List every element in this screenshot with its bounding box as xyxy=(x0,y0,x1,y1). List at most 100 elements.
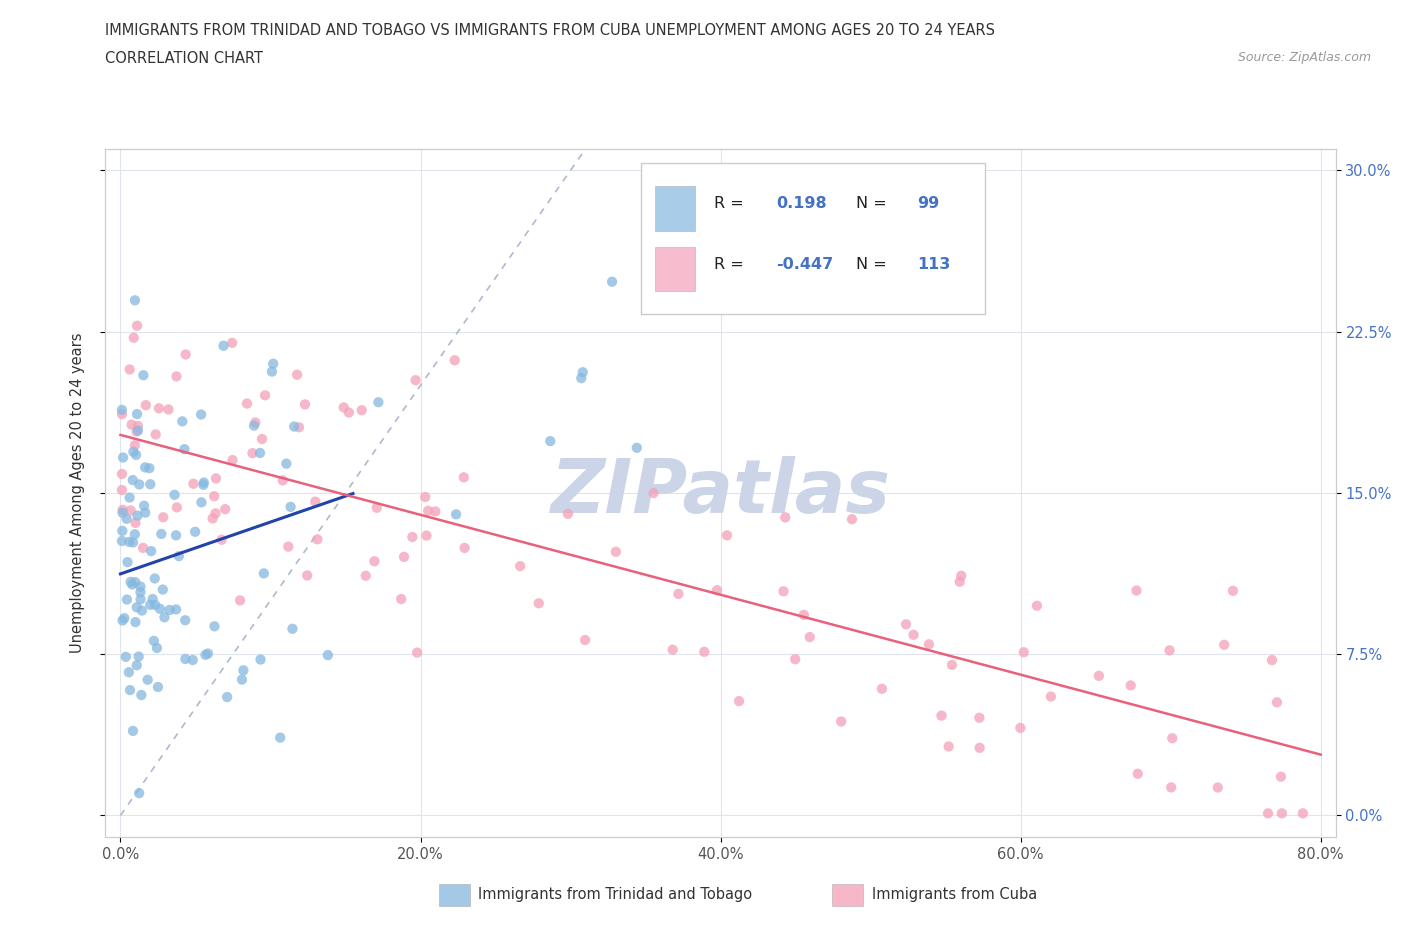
Point xyxy=(125,406,148,421)
Point xyxy=(260,365,283,379)
Point xyxy=(204,618,226,633)
Text: 113: 113 xyxy=(918,257,950,272)
Point xyxy=(276,457,298,472)
Point xyxy=(167,549,190,564)
Point xyxy=(250,432,273,446)
Point xyxy=(132,540,155,555)
Point xyxy=(337,405,360,420)
Point xyxy=(316,647,339,662)
Point xyxy=(418,503,440,518)
Point xyxy=(174,613,197,628)
Point xyxy=(193,477,215,492)
Point xyxy=(111,534,134,549)
Point xyxy=(350,403,373,418)
Point xyxy=(444,507,467,522)
Point xyxy=(127,318,149,333)
Point xyxy=(125,447,148,462)
Point xyxy=(139,597,162,612)
FancyBboxPatch shape xyxy=(641,163,986,314)
Point xyxy=(127,418,149,433)
Point xyxy=(134,460,156,475)
Text: ZIPatlas: ZIPatlas xyxy=(551,457,890,529)
Point xyxy=(605,544,627,559)
Point xyxy=(903,628,925,643)
Point xyxy=(163,487,186,502)
Point xyxy=(285,367,308,382)
Point xyxy=(1292,806,1315,821)
Point xyxy=(211,532,233,547)
Point xyxy=(1213,637,1236,652)
Point xyxy=(443,352,465,367)
Point xyxy=(122,445,145,459)
Point xyxy=(118,535,141,550)
Point xyxy=(122,535,145,550)
Point xyxy=(190,495,212,510)
Point xyxy=(143,597,166,612)
Point xyxy=(120,575,142,590)
Point xyxy=(111,483,134,498)
Point xyxy=(405,373,427,388)
Point xyxy=(124,526,146,541)
Point xyxy=(1271,806,1294,821)
Point xyxy=(205,471,228,485)
Point xyxy=(134,505,156,520)
Point xyxy=(249,445,271,460)
Text: Source: ZipAtlas.com: Source: ZipAtlas.com xyxy=(1237,51,1371,64)
Point xyxy=(115,592,138,607)
Point xyxy=(124,575,146,590)
Point xyxy=(121,418,143,432)
Point xyxy=(281,621,304,636)
Point xyxy=(128,649,150,664)
Point xyxy=(118,683,141,698)
Point xyxy=(938,739,960,754)
Point xyxy=(146,680,169,695)
Point xyxy=(149,602,172,617)
Point xyxy=(148,401,170,416)
Point xyxy=(1126,766,1149,781)
Point xyxy=(1039,689,1062,704)
Point xyxy=(569,371,592,386)
Point xyxy=(121,577,143,591)
Point xyxy=(262,356,284,371)
Point xyxy=(253,388,276,403)
Point xyxy=(1257,806,1279,821)
Point xyxy=(969,740,991,755)
Point xyxy=(693,644,716,659)
Point xyxy=(174,347,197,362)
Point xyxy=(253,566,276,581)
Point xyxy=(184,525,207,539)
Text: 0.198: 0.198 xyxy=(776,196,827,211)
Point xyxy=(138,460,160,475)
Point xyxy=(243,418,266,433)
Point xyxy=(367,395,389,410)
Point xyxy=(283,419,305,434)
Point xyxy=(165,602,187,617)
Point xyxy=(194,647,217,662)
Point xyxy=(1206,780,1229,795)
Point xyxy=(159,603,181,618)
Point xyxy=(141,544,163,559)
Point xyxy=(574,632,596,647)
Point xyxy=(173,442,195,457)
Point xyxy=(125,600,148,615)
Point xyxy=(229,593,252,608)
Point xyxy=(217,690,239,705)
Point xyxy=(295,568,318,583)
Y-axis label: Unemployment Among Ages 20 to 24 years: Unemployment Among Ages 20 to 24 years xyxy=(70,333,84,653)
Point xyxy=(174,652,197,667)
Point xyxy=(453,470,475,485)
Point xyxy=(111,524,134,538)
Point xyxy=(304,494,326,509)
Point xyxy=(626,441,648,456)
Point xyxy=(415,528,437,543)
Point xyxy=(785,652,807,667)
Point xyxy=(1159,643,1181,658)
Point xyxy=(118,490,141,505)
Text: 99: 99 xyxy=(918,196,939,211)
Point xyxy=(799,630,821,644)
Point xyxy=(389,591,412,606)
Point xyxy=(772,584,794,599)
Point xyxy=(1025,598,1047,613)
Point xyxy=(600,274,623,289)
Point xyxy=(183,476,205,491)
